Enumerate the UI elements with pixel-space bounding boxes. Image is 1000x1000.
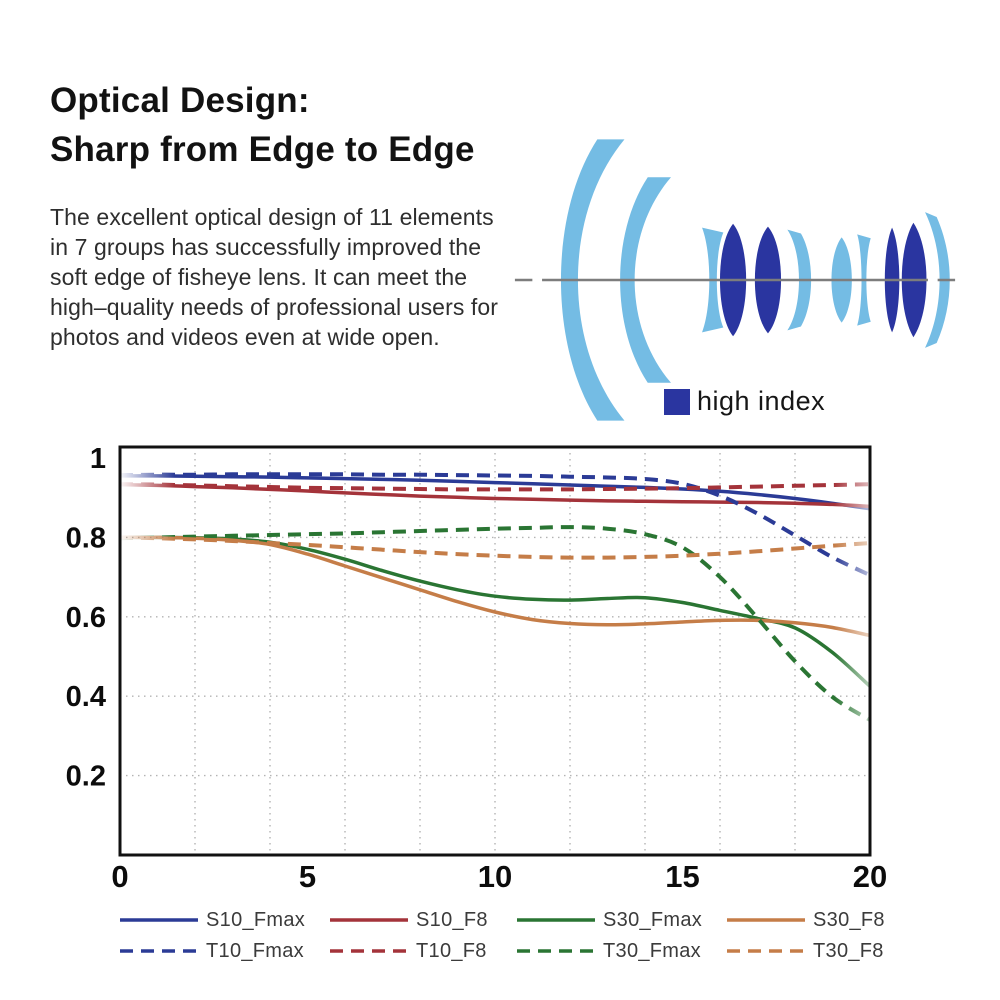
legend-line-swatch bbox=[120, 949, 198, 953]
high-index-label: high index bbox=[697, 386, 826, 416]
mtf-chart: 0 5 10 15 20 0.2 0.4 0.6 0.8 1 bbox=[0, 442, 1000, 902]
legend-label: T10_Fmax bbox=[206, 939, 304, 962]
lens-element-rear-meniscus bbox=[925, 212, 950, 348]
page-title: Optical Design: Sharp from Edge to Edge bbox=[50, 81, 475, 169]
plot-frame bbox=[118, 445, 872, 857]
x-tick-label: 0 bbox=[111, 859, 128, 894]
description-text: The excellent optical design of 11 eleme… bbox=[50, 204, 499, 350]
legend-item-S10_F8: S10_F8 bbox=[328, 908, 515, 932]
legend-item-S30_Fmax: S30_Fmax bbox=[515, 908, 725, 932]
legend-line-swatch bbox=[330, 949, 408, 953]
series-S10_F8 bbox=[119, 482, 871, 509]
lens-element-front-meniscus bbox=[560, 139, 625, 421]
legend-line-swatch bbox=[727, 918, 805, 922]
legend-line-swatch bbox=[517, 918, 595, 922]
chart-legend: S10_Fmax S10_F8 S30_Fmax S30_F8 T10_Fmax T10_… bbox=[118, 908, 910, 963]
series-S10_Fmax bbox=[119, 474, 871, 511]
high-index-legend: high index bbox=[664, 386, 825, 417]
mtf-chart-svg: 0 5 10 15 20 0.2 0.4 0.6 0.8 1 bbox=[66, 443, 888, 894]
legend-label: S10_F8 bbox=[416, 908, 488, 931]
legend-line-swatch bbox=[120, 918, 198, 922]
y-tick-label: 1 bbox=[90, 443, 106, 475]
lens-diagram bbox=[512, 136, 958, 424]
legend-line-swatch bbox=[330, 918, 408, 922]
legend-line-swatch bbox=[517, 949, 595, 953]
lens-element-second-meniscus bbox=[620, 177, 672, 383]
legend-line-swatch bbox=[727, 949, 805, 953]
legend-item-S30_F8: S30_F8 bbox=[725, 908, 910, 932]
x-tick-label: 10 bbox=[478, 859, 512, 894]
y-tick-label: 0.4 bbox=[66, 681, 106, 713]
y-tick-label: 0.8 bbox=[66, 522, 106, 554]
legend-item-T30_F8: T30_F8 bbox=[725, 939, 910, 963]
x-tick-label: 5 bbox=[299, 859, 316, 894]
legend-label: S30_F8 bbox=[813, 908, 885, 931]
y-tick-label: 0.6 bbox=[66, 602, 106, 634]
legend-item-T30_Fmax: T30_Fmax bbox=[515, 939, 725, 963]
legend-label: T30_Fmax bbox=[603, 939, 701, 962]
legend-item-T10_F8: T10_F8 bbox=[328, 939, 515, 963]
legend-label: S10_Fmax bbox=[206, 908, 306, 931]
x-tick-label: 20 bbox=[853, 859, 887, 894]
series-T30_Fmax bbox=[119, 525, 872, 722]
legend-label: T30_F8 bbox=[813, 939, 884, 962]
curves-group bbox=[119, 472, 872, 722]
series-S30_F8 bbox=[119, 535, 871, 638]
series-T10_Fmax bbox=[119, 472, 871, 577]
legend-item-T10_Fmax: T10_Fmax bbox=[118, 939, 328, 963]
high-index-swatch bbox=[664, 388, 690, 415]
lens-diagram-svg bbox=[514, 139, 956, 421]
series-T30_F8 bbox=[119, 535, 871, 560]
legend-label: T10_F8 bbox=[416, 939, 487, 962]
legend-label: S30_Fmax bbox=[603, 908, 703, 931]
legend-item-S10_Fmax: S10_Fmax bbox=[118, 908, 328, 932]
x-tick-label: 15 bbox=[665, 859, 699, 894]
y-tick-label: 0.2 bbox=[66, 761, 106, 793]
